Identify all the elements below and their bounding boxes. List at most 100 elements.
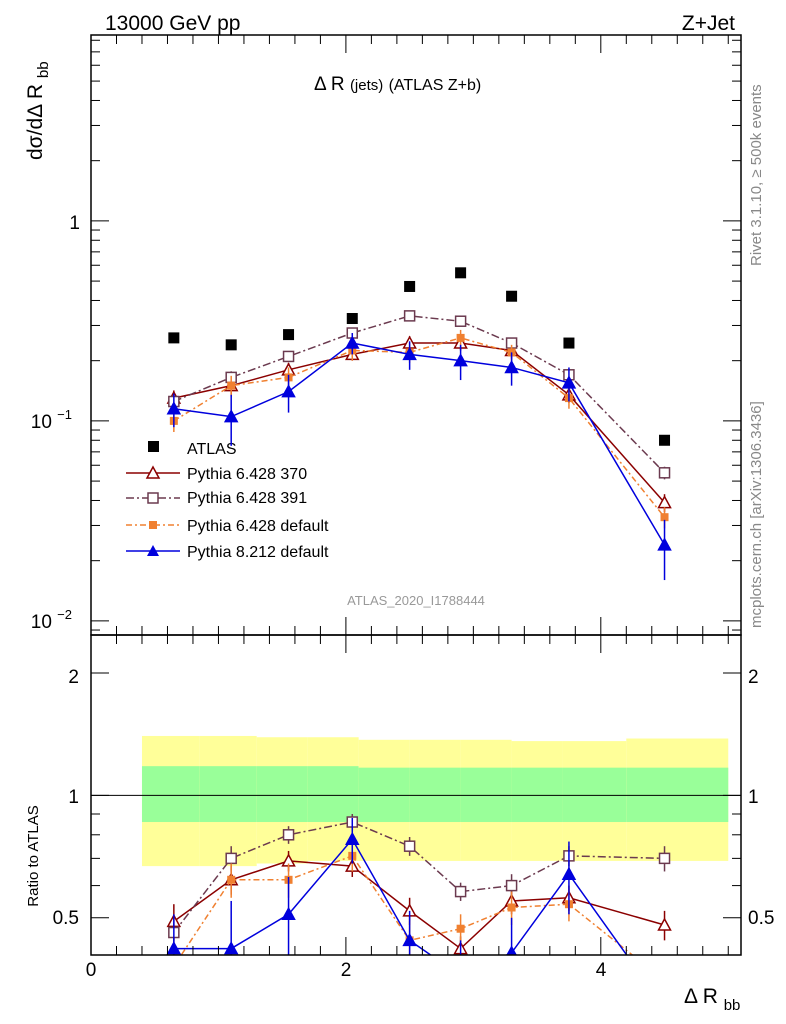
mc-line-pdef [173,337,666,518]
plot-title-tail: (ATLAS Z+b) [389,77,482,94]
bottom-ytick-0.5: 0.5 [53,908,79,929]
ratio-band-inner [307,766,359,823]
top-ytick-0.01-exp: −2 [57,607,72,622]
legend-p8-label: Pythia 8.212 default [187,544,329,561]
ratio-point-p391 [282,829,295,841]
plot-title: Δ R (jets) (ATLAS Z+b) [314,74,481,95]
atlas-point [506,290,518,302]
xtick-4: 4 [596,960,607,981]
top-ytick-0.1: 10 −1 [31,407,72,433]
ratio-point-p8 [402,932,417,947]
legend: ATLAS Pythia 6.428 370 Pythia 6.428 391 … [126,441,329,561]
legend-p391-label: Pythia 6.428 391 [187,490,307,507]
ratio-point-pdef [227,875,236,884]
ratio-point-p391 [505,879,518,892]
ratio-point-p8 [561,866,577,880]
legend-atlas-marker [148,441,159,452]
top-ytick-1: 1 [69,213,80,234]
bottom-ytick-1-right: 1 [748,787,759,808]
mcplots-label: mcplots.cern.ch [arXiv:1306.3436] [748,401,765,628]
ratio-band-inner [199,766,257,823]
x-axis-label: Δ R bb [684,985,740,1014]
ratio-point-p8 [345,831,360,846]
ratio-band-inner [626,767,729,823]
mc-point-p8 [345,335,360,349]
top-ytick-0.01: 10 −2 [31,607,72,633]
mc-line-p391 [173,315,666,474]
ratio-point-p391 [454,885,467,898]
rivet-label: Rivet 3.1.10, ≥ 500k events [748,84,765,266]
ratio-point-p391 [658,852,671,865]
analysis-id: ATLAS_2020_I1788444 [347,593,485,608]
mc-point-p8 [657,537,672,551]
plot-title-main: Δ R [314,74,345,95]
mc-point-p391 [454,315,467,327]
legend-p370-marker [145,465,161,479]
ratio-band-inner [562,767,627,823]
legend-p8-marker [147,545,159,556]
legend-pdef-marker [149,521,157,529]
legend-p391-marker [147,492,159,504]
atlas-point [404,280,416,292]
ratio-point-p8 [166,941,182,955]
legend-p370-label: Pythia 6.428 370 [187,466,307,483]
mc-point-p8 [561,375,577,389]
ratio-point-pdef [507,903,516,912]
ratio-point-p370 [657,917,672,931]
bottom-ytick-2: 2 [68,667,79,688]
ratio-point-p8 [455,970,467,981]
ratio-band-inner [511,767,563,823]
bottom-ytick-1: 1 [68,787,79,808]
ratio-point-pdef [661,977,669,985]
ratio-line-p391 [173,821,665,933]
top-ytick-0.1-exp: −1 [57,407,72,422]
top-ytick-0.01-base: 10 [31,612,52,633]
ratio-point-p8 [223,941,239,955]
mc-point-pdef [456,333,465,342]
bottom-ytick-2-right: 2 [748,667,759,688]
atlas-point [659,434,671,446]
mc-point-p8 [166,401,182,415]
atlas-point [168,332,180,344]
mc-point-pdef [660,513,669,522]
ratio-point-pdef [170,962,178,970]
legend-pdef-label: Pythia 6.428 default [187,518,329,535]
top-ylabel: dσ/dΔ R bb [24,61,52,160]
atlas-point [563,337,575,349]
energy-label: 13000 GeV pp [105,12,240,35]
mc-point-p8 [281,384,296,398]
plot-title-sub: (jets) [350,77,383,94]
x-axis-label-main: Δ R [684,985,718,1008]
ratio-point-pdef [456,924,465,933]
mc-point-p391 [658,467,671,479]
ratio-band-inner [358,767,410,823]
mc-point-p8 [402,346,417,361]
axes-frames [90,34,742,956]
ratio-point-p8 [659,1002,671,1013]
x-axis-label-sub: bb [724,997,741,1014]
ratio-point-p8 [281,906,296,921]
mc-line-p8 [173,342,666,546]
ratio-point-p391 [225,852,237,865]
mc-point-p8 [504,359,519,374]
atlas-point [225,339,237,351]
atlas-point [455,267,467,279]
mc-point-p8 [223,409,239,423]
mc-point-pdef [227,381,236,390]
top-ytick-0.1-base: 10 [31,412,52,433]
top-panel-data [166,267,672,581]
ratio-point-p8 [506,945,517,955]
ratio-band-inner [409,767,461,823]
atlas-point [346,313,358,325]
ratio-band-inner [460,767,512,823]
ratio-band-inner [141,766,200,823]
xtick-2: 2 [341,960,352,981]
mc-point-p8 [453,353,468,367]
bottom-ylabel: Ratio to ATLAS [25,805,42,906]
top-ylabel-main: dσ/dΔ R [24,84,47,160]
ratio-band-inner [256,766,308,823]
bottom-panel-data [91,735,741,1013]
atlas-point [283,329,295,341]
xtick-0: 0 [86,960,97,981]
